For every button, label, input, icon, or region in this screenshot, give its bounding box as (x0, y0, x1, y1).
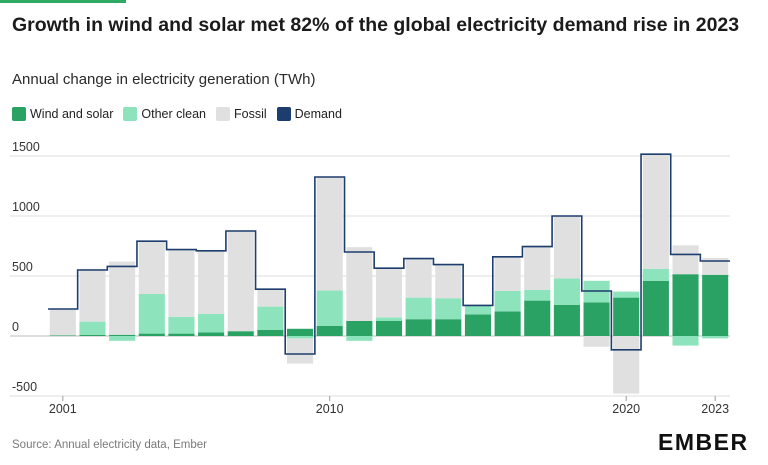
x-tick-label: 2010 (316, 402, 344, 416)
bar-other-clean (494, 291, 521, 312)
bar-fossil (405, 258, 432, 298)
bar-wind-and-solar (257, 330, 284, 336)
series-demand-line (48, 153, 730, 355)
bar-fossil (257, 289, 284, 307)
bar-other-clean (257, 306, 284, 330)
bar-fossil (375, 268, 403, 318)
x-tick-label: 2023 (701, 402, 729, 416)
bar-wind-and-solar (524, 300, 551, 336)
legend-label-fossil: Fossil (234, 107, 267, 121)
bar-other-clean (672, 336, 699, 346)
bar-fossil (227, 230, 254, 332)
legend-swatch-wind-solar (12, 107, 26, 121)
bar-fossil (672, 245, 699, 275)
bar-fossil (316, 176, 343, 291)
bar-other-clean (702, 336, 729, 339)
bar-wind-and-solar (227, 331, 254, 336)
bar-wind-and-solar (286, 328, 314, 336)
legend-item-other-clean[interactable]: Other clean (123, 107, 206, 121)
bar-fossil (702, 258, 729, 275)
bar-other-clean (198, 313, 225, 333)
bar-fossil (494, 257, 521, 291)
bar-other-clean (168, 316, 195, 334)
chart-title: Growth in wind and solar met 82% of the … (12, 14, 740, 36)
chart-subtitle: Annual change in electricity generation … (12, 71, 316, 88)
legend-label-other-clean: Other clean (141, 107, 206, 121)
bar-other-clean (316, 290, 343, 326)
bar-fossil (583, 336, 610, 347)
bar-other-clean (613, 291, 640, 298)
bar-other-clean (109, 336, 136, 341)
bar-fossil (198, 250, 225, 314)
bar-wind-and-solar (672, 274, 699, 336)
bar-wind-and-solar (553, 304, 580, 336)
bar-other-clean (435, 298, 462, 320)
bar-wind-and-solar (494, 311, 521, 336)
bar-fossil (553, 216, 580, 279)
bar-wind-and-solar (613, 297, 640, 336)
legend-item-demand[interactable]: Demand (276, 107, 342, 121)
y-tick-label: 1000 (12, 200, 40, 214)
bar-other-clean (286, 336, 314, 339)
y-tick-label: 1500 (12, 140, 40, 154)
legend-label-demand: Demand (294, 107, 342, 121)
bar-other-clean (375, 317, 403, 321)
bar-fossil (109, 261, 136, 335)
bar-wind-and-solar (405, 319, 432, 336)
ember-logo: EMBER (658, 429, 749, 455)
x-tick-label: 2001 (49, 402, 77, 416)
top-accent-bar (0, 0, 126, 3)
bar-wind-and-solar (198, 332, 225, 336)
bar-other-clean (346, 336, 373, 341)
bar-wind-and-solar (138, 333, 165, 336)
legend-swatch-fossil (216, 107, 230, 121)
bar-other-clean (464, 306, 492, 315)
source-note: Source: Annual electricity data, Ember (12, 439, 207, 451)
bar-wind-and-solar (375, 321, 403, 336)
bar-fossil (524, 245, 551, 290)
bar-other-clean (524, 289, 551, 301)
legend-swatch-other-clean (123, 107, 138, 121)
bar-wind-and-solar (642, 280, 669, 336)
bar-fossil (168, 249, 195, 317)
bar-other-clean (79, 321, 106, 335)
bar-wind-and-solar (168, 333, 195, 336)
bar-wind-and-solar (464, 314, 492, 336)
x-tick-label: 2020 (612, 402, 640, 416)
legend: Wind and solar Other clean Fossil Demand (12, 107, 352, 121)
bar-fossil (613, 336, 640, 394)
bar-wind-and-solar (583, 302, 610, 336)
bar-other-clean (405, 297, 432, 320)
bar-fossil (138, 241, 165, 294)
legend-swatch-demand (276, 107, 291, 121)
y-tick-label: 500 (12, 260, 33, 274)
bar-wind-and-solar (49, 335, 76, 336)
bar-fossil (642, 153, 669, 269)
bar-fossil (49, 309, 76, 336)
bar-other-clean (138, 294, 165, 334)
bar-fossil (346, 247, 373, 321)
bar-wind-and-solar (346, 321, 373, 336)
y-tick-label: 0 (12, 320, 19, 334)
bar-other-clean (553, 278, 580, 305)
legend-item-wind-solar[interactable]: Wind and solar (12, 107, 113, 121)
y-tick-label: -500 (12, 380, 37, 394)
bar-wind-and-solar (702, 274, 729, 336)
legend-item-fossil[interactable]: Fossil (216, 107, 267, 121)
bar-fossil (286, 338, 314, 364)
bar-wind-and-solar (79, 334, 106, 336)
bar-other-clean (642, 268, 669, 281)
bar-fossil (79, 268, 106, 322)
bar-wind-and-solar (109, 334, 136, 336)
bar-wind-and-solar (316, 325, 343, 336)
bar-fossil (435, 264, 462, 299)
bar-wind-and-solar (435, 319, 462, 336)
legend-label-wind-solar: Wind and solar (30, 107, 114, 121)
